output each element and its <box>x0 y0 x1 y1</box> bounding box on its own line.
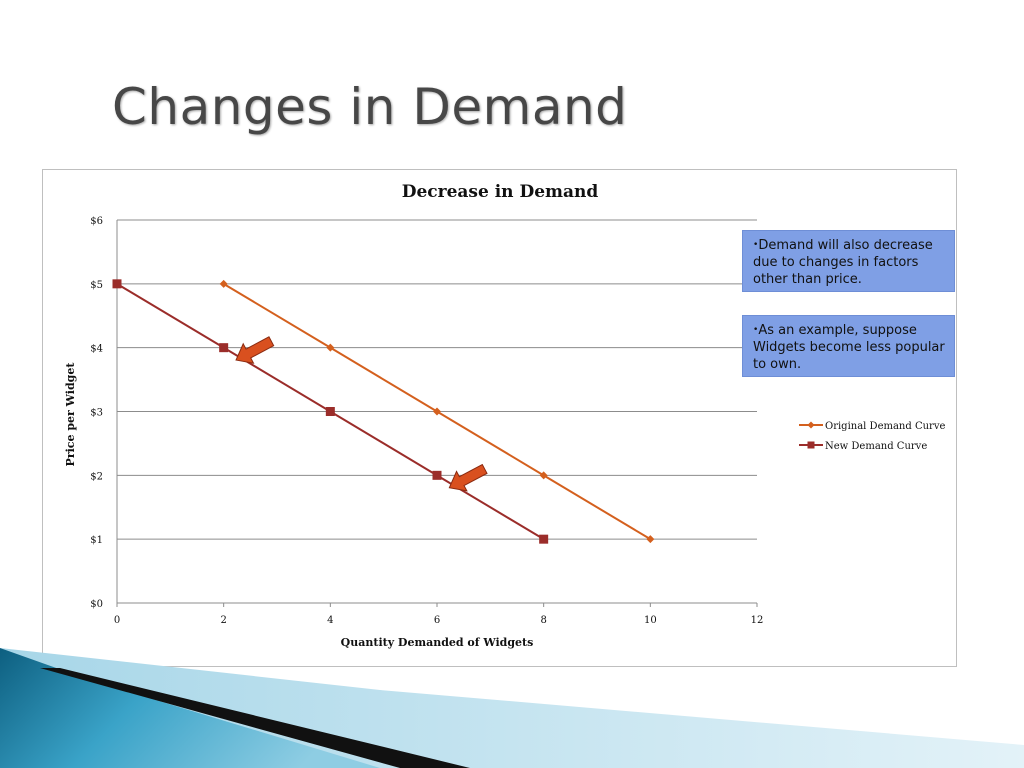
y-tick-label: $2 <box>90 471 103 482</box>
x-tick-label: 12 <box>751 615 764 626</box>
decrease-arrow <box>448 463 488 492</box>
data-point-new <box>539 534 549 544</box>
x-tick-label: 2 <box>220 615 226 626</box>
y-tick-label: $0 <box>90 599 103 610</box>
data-point-original <box>219 279 228 288</box>
y-tick-label: $3 <box>90 408 103 419</box>
x-axis-label: Quantity Demanded of Widgets <box>341 636 534 649</box>
y-tick-label: $4 <box>90 344 103 355</box>
data-point-new <box>112 279 122 289</box>
legend-label: Original Demand Curve <box>825 421 945 432</box>
note-bullet: • <box>753 325 759 335</box>
decrease-arrow <box>235 336 275 364</box>
x-tick-label: 6 <box>434 615 440 626</box>
data-point-original <box>326 343 335 352</box>
data-point-original <box>433 407 441 416</box>
y-tick-label: $1 <box>90 535 103 546</box>
data-point-new <box>432 470 442 480</box>
slide-title: Changes in Demand <box>112 78 628 136</box>
legend-marker <box>807 441 815 449</box>
legend-label: New Demand Curve <box>825 441 927 452</box>
note-example: •As an example, suppose Widgets become l… <box>742 315 955 377</box>
data-point-new <box>219 343 229 353</box>
decor-black-stripe <box>40 668 470 768</box>
note-demand-decrease: •Demand will also decrease due to change… <box>742 230 955 292</box>
chart-title: Decrease in Demand <box>402 182 599 202</box>
demand-chart: Decrease in Demand $0 $1 $2 $3 $4 $5 $6 0 2 4 6 8 10 1… <box>64 182 945 649</box>
x-tick-label: 4 <box>327 615 333 626</box>
y-axis-label: Price per Widget <box>64 362 77 467</box>
x-tick-label: 8 <box>540 615 546 626</box>
legend-marker <box>807 421 815 429</box>
data-point-original <box>539 471 548 480</box>
y-tick-label: $6 <box>90 216 103 227</box>
data-point-new <box>325 407 335 416</box>
note-text: Demand will also decrease due to changes… <box>753 238 933 287</box>
x-tick-label: 10 <box>644 615 657 626</box>
note-bullet: • <box>753 240 759 250</box>
y-tick-label: $5 <box>90 280 103 291</box>
data-point-original <box>646 535 655 544</box>
note-text: As an example, suppose Widgets become le… <box>753 323 945 372</box>
x-tick-label: 0 <box>114 615 120 626</box>
